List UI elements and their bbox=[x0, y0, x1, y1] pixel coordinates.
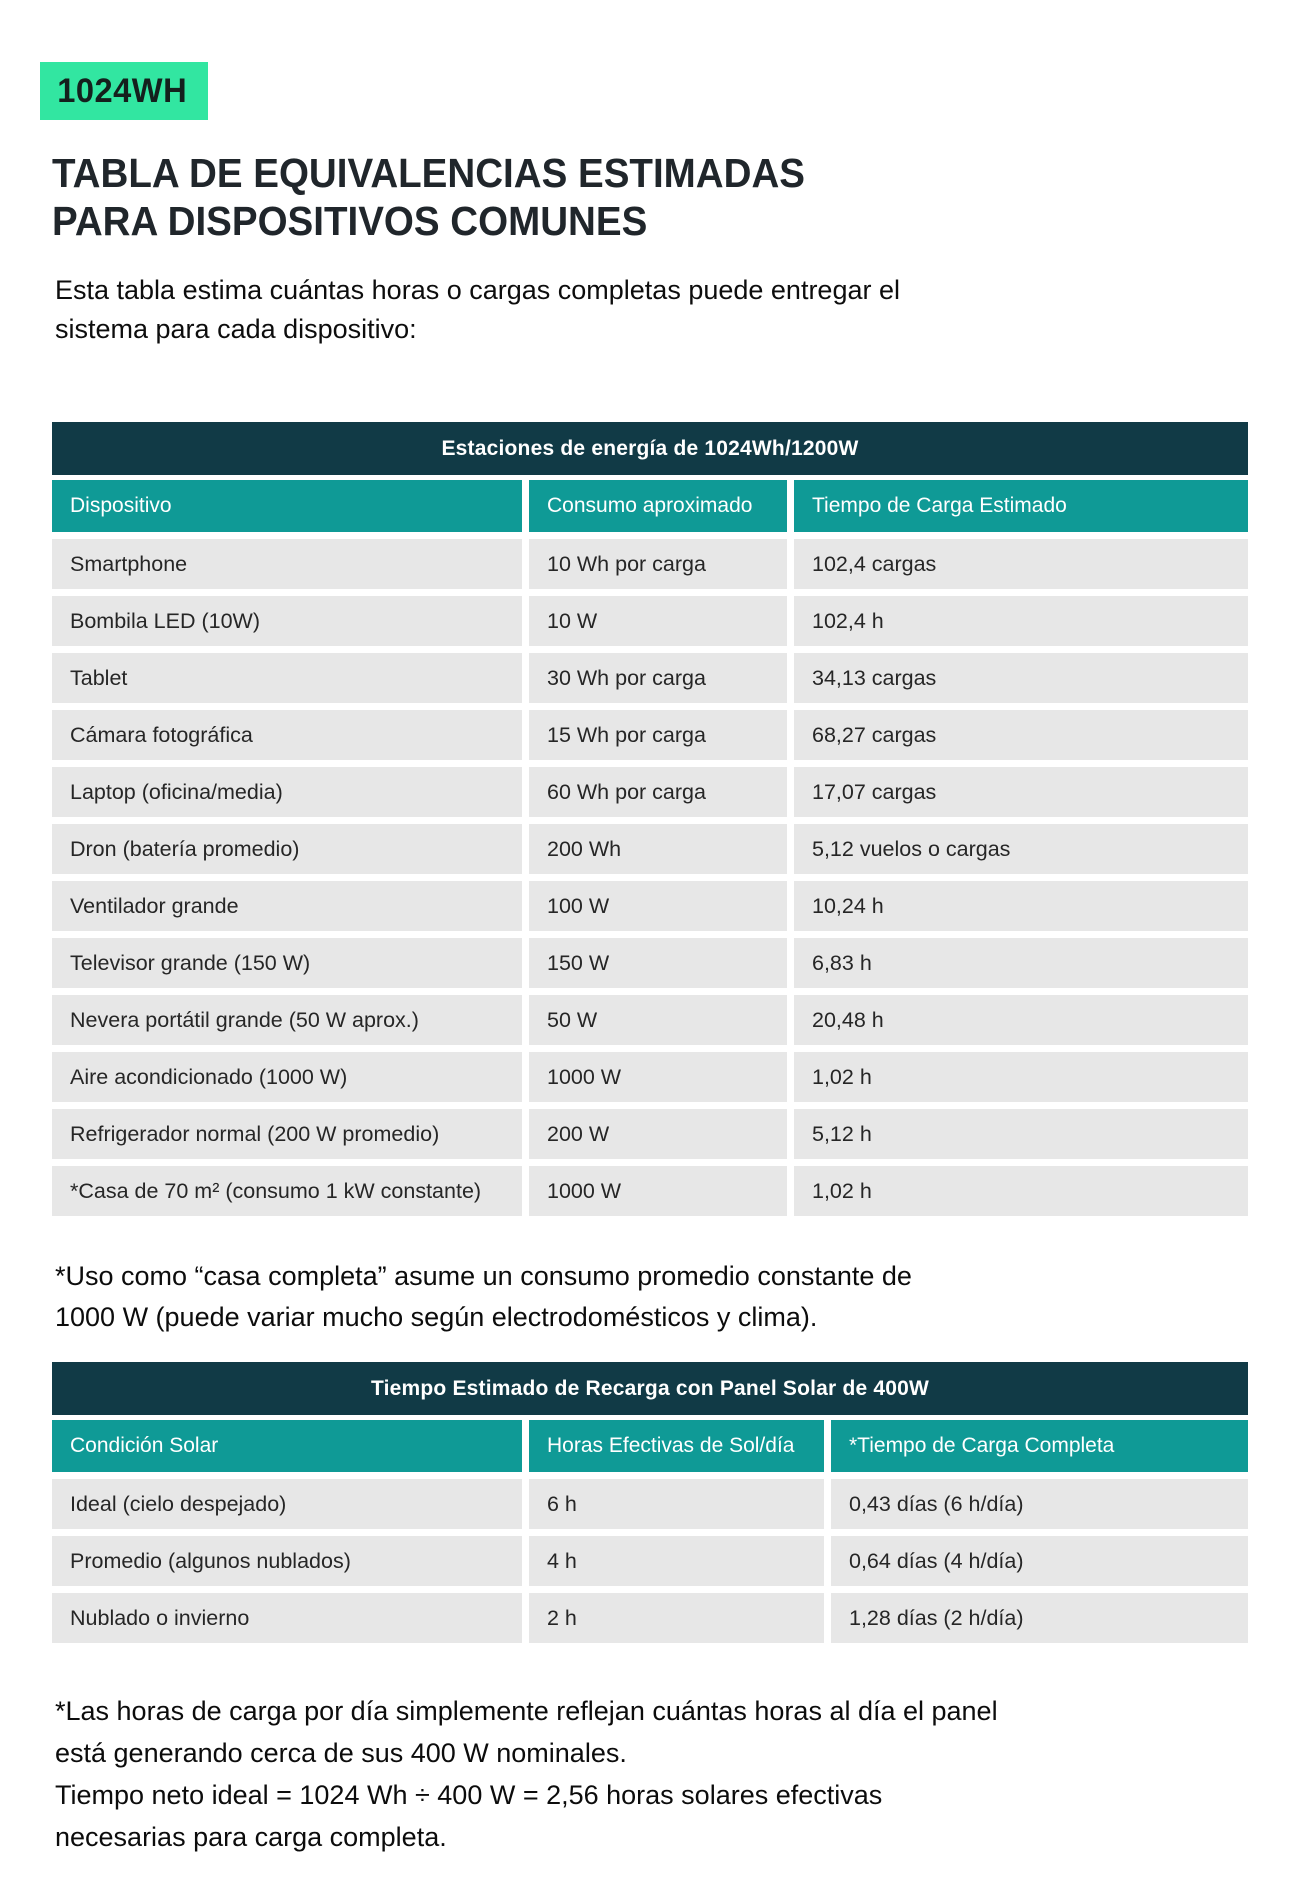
house-usage-footnote-line1: *Uso como “casa completa” asume un consu… bbox=[55, 1261, 912, 1292]
time-cell: 10,24 h bbox=[794, 881, 1248, 932]
time-cell: 20,48 h bbox=[794, 995, 1248, 1046]
page-title: TABLA DE EQUIVALENCIAS ESTIMADAS PARA DI… bbox=[52, 150, 1225, 245]
column-header-device: Dispositivo bbox=[52, 480, 522, 533]
consumption-cell: 10 Wh por carga bbox=[529, 539, 787, 590]
column-header-consumption: Consumo aproximado bbox=[529, 480, 787, 533]
device-table-grid: Dispositivo Consumo aproximado Tiempo de… bbox=[52, 480, 1248, 1217]
consumption-cell: 200 W bbox=[529, 1109, 787, 1160]
device-cell: Dron (batería promedio) bbox=[52, 824, 522, 875]
full-charge-cell: 1,28 días (2 h/día) bbox=[831, 1593, 1248, 1644]
page-title-line2: PARA DISPOSITIVOS COMUNES bbox=[52, 197, 648, 244]
consumption-cell: 30 Wh por carga bbox=[529, 653, 787, 704]
device-equivalence-table: Estaciones de energía de 1024Wh/1200W Di… bbox=[52, 422, 1248, 1217]
solar-footnote-line4: necesarias para carga completa. bbox=[55, 1821, 447, 1852]
device-cell: Smartphone bbox=[52, 539, 522, 590]
solar-footnote-line2: está generando cerca de sus 400 W nomina… bbox=[55, 1738, 627, 1769]
column-header-solar-condition: Condición Solar bbox=[52, 1420, 522, 1473]
time-cell: 68,27 cargas bbox=[794, 710, 1248, 761]
time-cell: 1,02 h bbox=[794, 1166, 1248, 1217]
house-usage-footnote: *Uso como “casa completa” asume un consu… bbox=[55, 1256, 1255, 1337]
house-usage-footnote-line2: 1000 W (puede variar mucho según electro… bbox=[55, 1301, 818, 1332]
consumption-cell: 1000 W bbox=[529, 1052, 787, 1103]
page-title-line1: TABLA DE EQUIVALENCIAS ESTIMADAS bbox=[52, 150, 805, 196]
sun-hours-cell: 6 h bbox=[529, 1479, 824, 1530]
consumption-cell: 1000 W bbox=[529, 1166, 787, 1217]
device-table-title: Estaciones de energía de 1024Wh/1200W bbox=[52, 422, 1248, 476]
solar-footnote-line3: Tiempo neto ideal = 1024 Wh ÷ 400 W = 2,… bbox=[55, 1780, 883, 1811]
condition-cell: Nublado o invierno bbox=[52, 1593, 522, 1644]
device-cell: Aire acondicionado (1000 W) bbox=[52, 1052, 522, 1103]
device-cell: Ventilador grande bbox=[52, 881, 522, 932]
consumption-cell: 100 W bbox=[529, 881, 787, 932]
device-cell: Cámara fotográfica bbox=[52, 710, 522, 761]
column-header-full-charge: *Tiempo de Carga Completa bbox=[831, 1420, 1248, 1473]
time-cell: 102,4 cargas bbox=[794, 539, 1248, 590]
condition-cell: Ideal (cielo despejado) bbox=[52, 1479, 522, 1530]
device-cell: Tablet bbox=[52, 653, 522, 704]
intro-line1: Esta tabla estima cuántas horas o cargas… bbox=[55, 275, 900, 306]
solar-table-grid: Condición Solar Horas Efectivas de Sol/d… bbox=[52, 1420, 1248, 1644]
consumption-cell: 15 Wh por carga bbox=[529, 710, 787, 761]
capacity-badge: 1024WH bbox=[40, 62, 209, 120]
device-cell: Nevera portátil grande (50 W aprox.) bbox=[52, 995, 522, 1046]
consumption-cell: 10 W bbox=[529, 596, 787, 647]
time-cell: 6,83 h bbox=[794, 938, 1248, 989]
solar-recharge-footnote: *Las horas de carga por día simplemente … bbox=[55, 1691, 1255, 1858]
consumption-cell: 150 W bbox=[529, 938, 787, 989]
device-cell: Bombila LED (10W) bbox=[52, 596, 522, 647]
consumption-cell: 200 Wh bbox=[529, 824, 787, 875]
condition-cell: Promedio (algunos nublados) bbox=[52, 1536, 522, 1587]
device-cell: Refrigerador normal (200 W promedio) bbox=[52, 1109, 522, 1160]
device-cell: *Casa de 70 m² (consumo 1 kW constante) bbox=[52, 1166, 522, 1217]
solar-table-title: Tiempo Estimado de Recarga con Panel Sol… bbox=[52, 1362, 1248, 1416]
device-cell: Televisor grande (150 W) bbox=[52, 938, 522, 989]
time-cell: 5,12 h bbox=[794, 1109, 1248, 1160]
sun-hours-cell: 2 h bbox=[529, 1593, 824, 1644]
intro-line2: sistema para cada dispositivo: bbox=[55, 314, 417, 345]
intro-text: Esta tabla estima cuántas horas o cargas… bbox=[55, 271, 1300, 349]
time-cell: 102,4 h bbox=[794, 596, 1248, 647]
solar-footnote-line1: *Las horas de carga por día simplemente … bbox=[55, 1696, 998, 1727]
time-cell: 17,07 cargas bbox=[794, 767, 1248, 818]
consumption-cell: 60 Wh por carga bbox=[529, 767, 787, 818]
consumption-cell: 50 W bbox=[529, 995, 787, 1046]
column-header-charge-time: Tiempo de Carga Estimado bbox=[794, 480, 1248, 533]
device-cell: Laptop (oficina/media) bbox=[52, 767, 522, 818]
time-cell: 34,13 cargas bbox=[794, 653, 1248, 704]
solar-recharge-table: Tiempo Estimado de Recarga con Panel Sol… bbox=[52, 1362, 1248, 1644]
sun-hours-cell: 4 h bbox=[529, 1536, 824, 1587]
time-cell: 5,12 vuelos o cargas bbox=[794, 824, 1248, 875]
column-header-sun-hours: Horas Efectivas de Sol/día bbox=[529, 1420, 824, 1473]
time-cell: 1,02 h bbox=[794, 1052, 1248, 1103]
full-charge-cell: 0,43 días (6 h/día) bbox=[831, 1479, 1248, 1530]
full-charge-cell: 0,64 días (4 h/día) bbox=[831, 1536, 1248, 1587]
